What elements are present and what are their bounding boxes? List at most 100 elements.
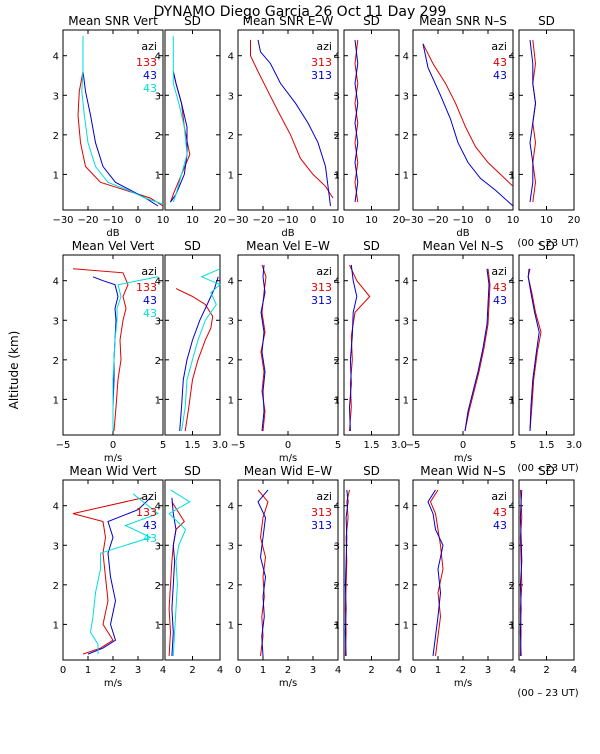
alt-tick-label: 4	[155, 52, 161, 63]
alt-tick-label: 1	[53, 620, 59, 631]
x-tick-label: 1	[85, 665, 91, 676]
x-tick-label: −20	[77, 215, 98, 226]
panel-title: SD	[538, 464, 555, 478]
alt-tick-label: 1	[228, 620, 234, 631]
x-tick-label: −5	[231, 440, 246, 451]
panel-title: Mean Vel N–S	[423, 239, 504, 253]
x-tick-label: 10	[332, 215, 345, 226]
x-tick-label: 1.5	[185, 440, 201, 451]
x-tick-label: 3	[310, 665, 316, 676]
legend-header: azi	[491, 490, 507, 503]
x-tick-label: −30	[402, 215, 423, 226]
x-tick-label: 0	[60, 665, 66, 676]
x-axis-label: m/s	[279, 678, 297, 689]
series-line-313	[344, 489, 349, 657]
x-tick-label: −30	[52, 215, 73, 226]
alt-tick-label: 2	[155, 581, 161, 592]
x-tick-label: 1	[260, 665, 266, 676]
x-tick-label: 2	[110, 665, 116, 676]
series-line-43	[429, 489, 444, 657]
alt-tick-label: 4	[509, 52, 515, 63]
x-tick-label: 4	[510, 665, 516, 676]
series-line-133	[175, 288, 214, 432]
series-line-43	[422, 43, 514, 207]
series-line-43	[464, 268, 490, 432]
x-tick-label: −20	[252, 215, 273, 226]
alt-tick-label: 3	[403, 91, 409, 102]
ut-note-row-2: (00 – 23 UT)	[517, 463, 578, 474]
alt-tick-label: 1	[509, 620, 515, 631]
alt-tick-label: 1	[334, 395, 340, 406]
x-axis-label: dB	[456, 228, 469, 239]
alt-tick-label: 1	[228, 395, 234, 406]
x-tick-label: 2	[460, 665, 466, 676]
series-line-313	[257, 39, 331, 207]
x-tick-label: 10	[186, 215, 199, 226]
legend-entry: 313	[311, 56, 332, 69]
x-tick-label: 0	[110, 440, 116, 451]
x-tick-label: 5	[510, 440, 516, 451]
x-axis-label: dB	[281, 228, 294, 239]
alt-tick-label: 3	[228, 541, 234, 552]
alt-tick-label: 3	[334, 316, 340, 327]
x-tick-label: 0	[285, 440, 291, 451]
alt-tick-label: 2	[509, 356, 515, 367]
panel-title: SD	[363, 14, 380, 28]
series-line-43	[464, 268, 491, 432]
panel-title: Mean Wid E–W	[244, 464, 332, 478]
x-tick-label: 20	[214, 215, 227, 226]
alt-tick-label: 4	[403, 277, 409, 288]
panel-title: SD	[184, 14, 201, 28]
alt-tick-label: 2	[509, 581, 515, 592]
panel-1-6: SD 1 2 3 4 10 20	[509, 14, 581, 226]
alt-tick-label: 2	[334, 356, 340, 367]
series-line-43	[92, 276, 119, 431]
legend-header: azi	[316, 490, 332, 503]
alt-tick-label: 1	[509, 395, 515, 406]
alt-tick-label: 2	[403, 356, 409, 367]
alt-tick-label: 2	[228, 356, 234, 367]
alt-tick-label: 4	[53, 277, 59, 288]
legend-entry: 43	[143, 82, 157, 95]
x-tick-label: 0	[460, 440, 466, 451]
x-tick-label: 1.5	[364, 440, 380, 451]
panel-1-4: SD 1 2 3 4 10 20	[334, 14, 406, 226]
alt-tick-label: 4	[53, 502, 59, 513]
panel-frame	[518, 29, 575, 211]
legend-entry: 313	[311, 281, 332, 294]
panel-1-2: SD 1 2 3 4 10 20	[155, 14, 227, 226]
panel-title: Mean Vel E–W	[246, 239, 330, 253]
x-tick-label: 10	[540, 215, 553, 226]
alt-tick-label: 3	[228, 316, 234, 327]
alt-tick-label: 3	[509, 541, 515, 552]
legend-header: azi	[316, 40, 332, 53]
panel-2-6: SD 1 2 3 4 1.5 3.0	[509, 239, 582, 451]
series-line-43	[87, 497, 151, 655]
x-tick-label: 10	[507, 215, 520, 226]
panel-title: SD	[363, 464, 380, 478]
ut-note-row-3: (00 – 23 UT)	[517, 688, 578, 699]
series-line-313	[354, 39, 359, 203]
x-tick-label: 4	[571, 665, 577, 676]
alt-tick-label: 3	[53, 91, 59, 102]
x-tick-label: 20	[568, 215, 581, 226]
x-tick-label: 3	[135, 665, 141, 676]
x-tick-label: −5	[406, 440, 421, 451]
panel-title: Mean SNR Vert	[68, 14, 158, 28]
x-tick-label: 3.0	[566, 440, 582, 451]
x-tick-label: 0	[235, 665, 241, 676]
alt-tick-label: 4	[155, 277, 161, 288]
panel-title: Mean SNR N–S	[419, 14, 507, 28]
alt-tick-label: 3	[155, 91, 161, 102]
panel-frame	[343, 254, 400, 436]
series-line-43	[81, 35, 164, 205]
alt-tick-label: 2	[53, 356, 59, 367]
panel-3-6: SD 1 2 3 4 2 4	[509, 464, 578, 676]
alt-tick-label: 3	[334, 541, 340, 552]
legend-entry: 43	[143, 519, 157, 532]
